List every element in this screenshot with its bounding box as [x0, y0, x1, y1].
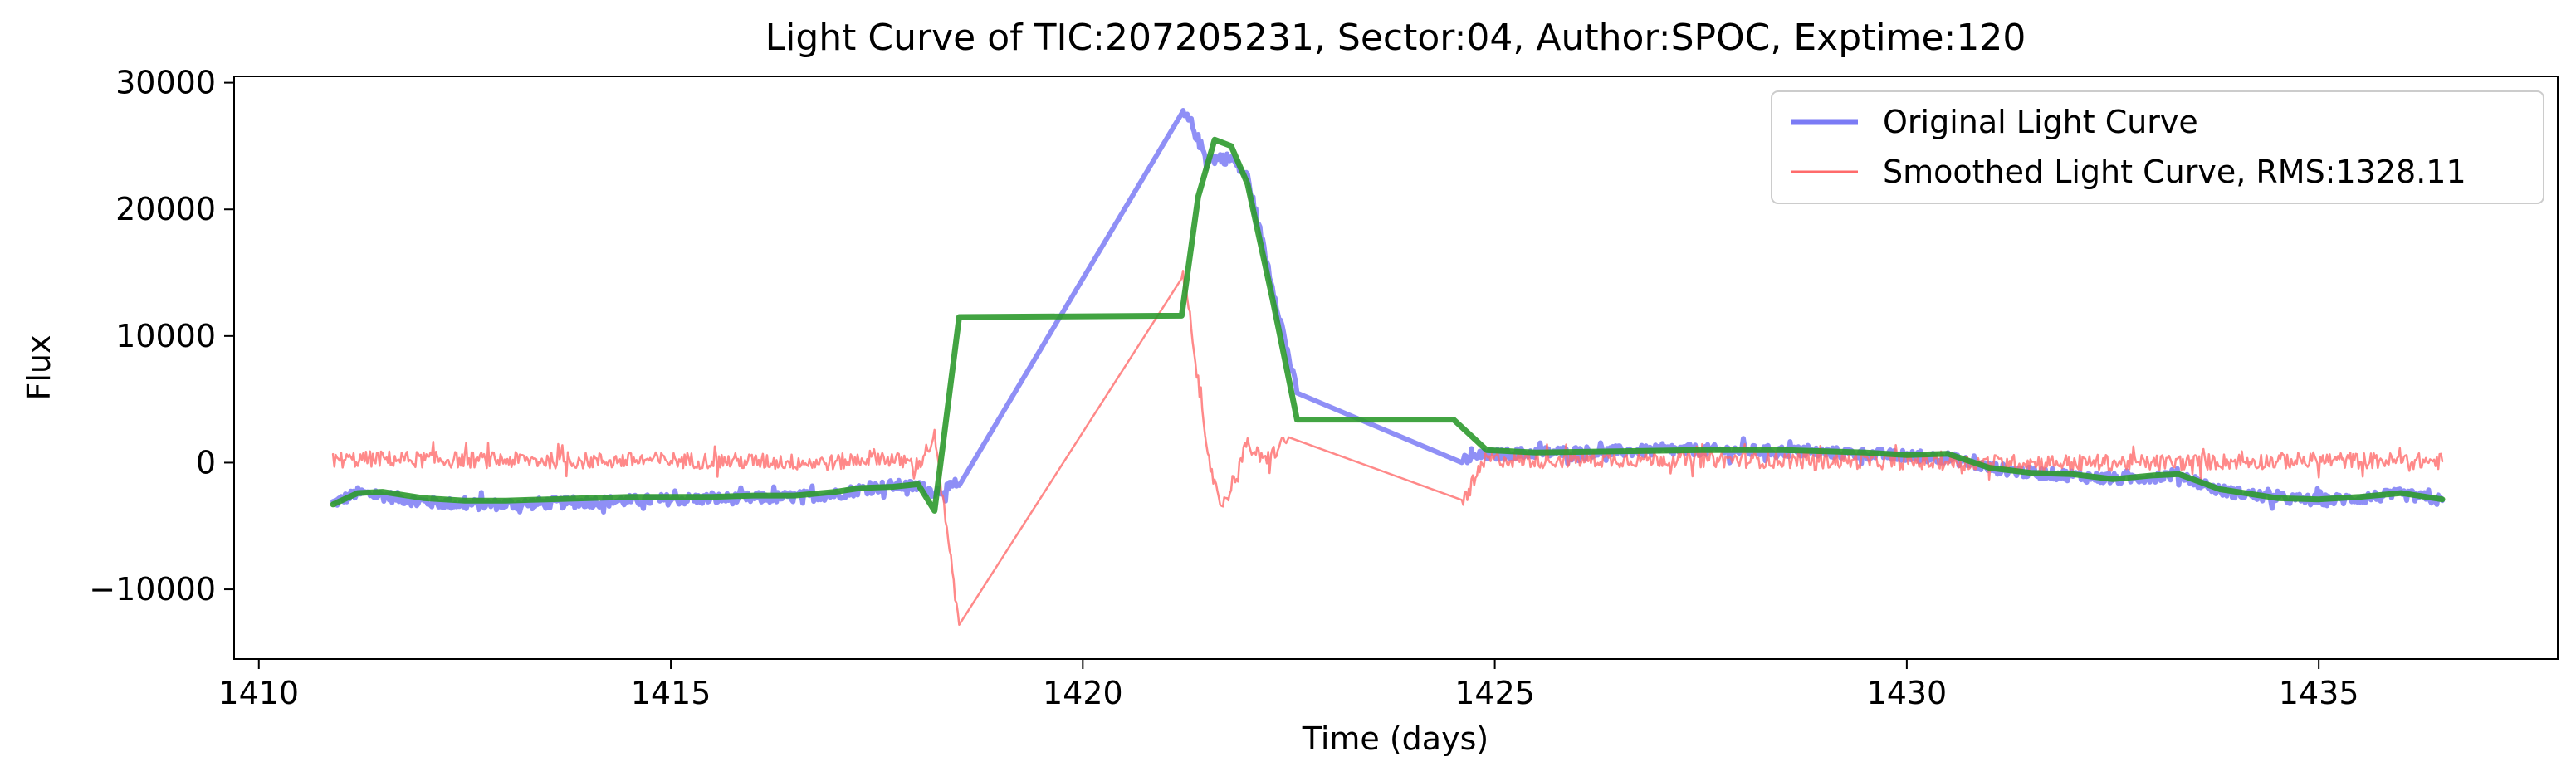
y-tick-label: −10000	[89, 571, 216, 608]
chart-title: Light Curve of TIC:207205231, Sector:04,…	[765, 17, 2026, 59]
x-tick-label: 1435	[2279, 675, 2359, 711]
y-axis-label: Flux	[21, 335, 57, 401]
x-tick-label: 1430	[1867, 675, 1948, 711]
legend-label-smoothed: Smoothed Light Curve, RMS:1328.11	[1883, 154, 2466, 190]
y-tick-label: 30000	[115, 65, 216, 101]
x-axis-label: Time (days)	[1302, 720, 1488, 757]
y-tick-label: 10000	[115, 318, 216, 354]
x-tick-label: 1420	[1043, 675, 1123, 711]
legend-label-original: Original Light Curve	[1883, 104, 2198, 140]
y-tick-label: 0	[196, 444, 216, 481]
y-tick-label: 20000	[115, 191, 216, 227]
x-tick-label: 1415	[631, 675, 711, 711]
x-tick-label: 1410	[218, 675, 299, 711]
series-layer	[330, 108, 2446, 627]
series-line-1	[331, 270, 2444, 627]
legend: Original Light Curve Smoothed Light Curv…	[1771, 90, 2544, 204]
x-tick-label: 1425	[1454, 675, 1535, 711]
series-line-2	[330, 136, 2446, 514]
x-axis-ticks: 1410 1415 1420 1425 1430 1435	[218, 659, 2359, 711]
plot-frame	[233, 76, 2559, 660]
y-axis-ticks: −10000 0 10000 20000 30000	[89, 65, 234, 608]
legend-box	[1771, 90, 2544, 204]
